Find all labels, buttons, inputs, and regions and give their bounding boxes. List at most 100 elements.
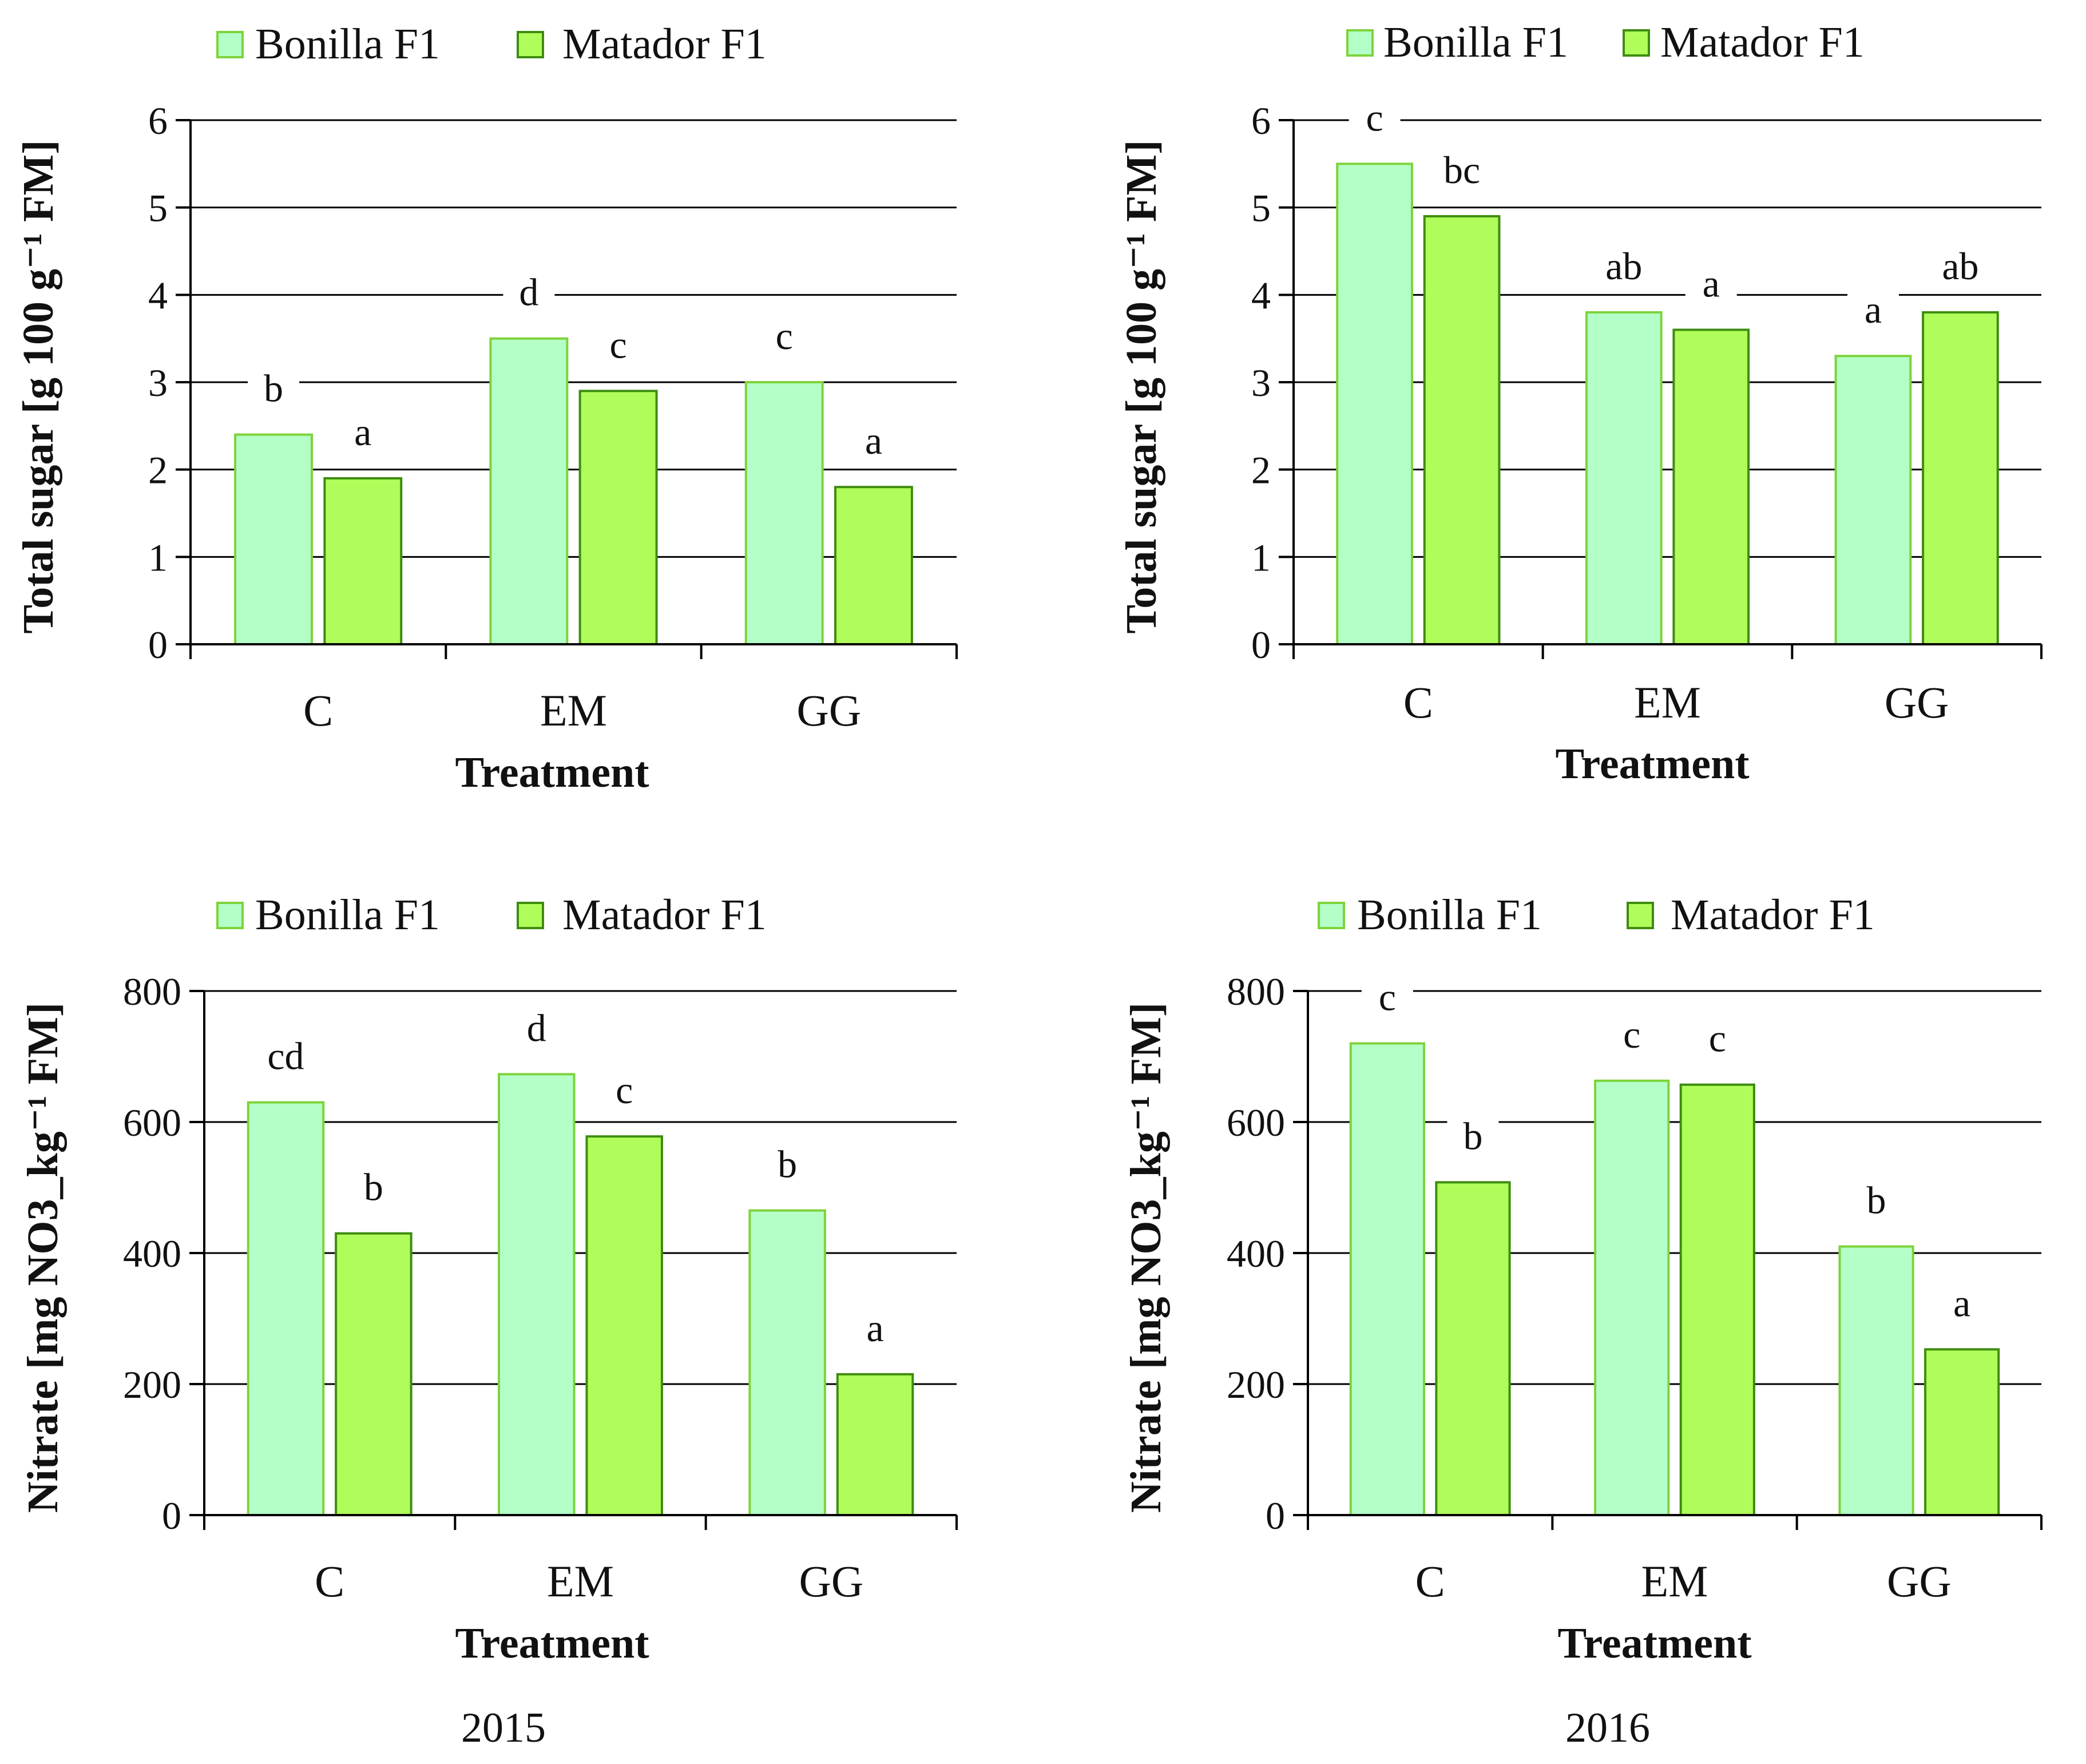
x-tick-label-em: EM bbox=[540, 685, 607, 735]
y-tick-label: 3 bbox=[1251, 361, 1271, 405]
label-background bbox=[1425, 149, 1500, 195]
label-background bbox=[347, 1167, 399, 1212]
bar-bonilla-c bbox=[247, 1101, 325, 1516]
significance-label: c bbox=[1379, 976, 1396, 1019]
legend-swatch-bonilla bbox=[1346, 29, 1374, 57]
label-background bbox=[510, 1008, 562, 1053]
y-tick-label: 800 bbox=[123, 970, 181, 1013]
bar-bonilla-gg bbox=[744, 381, 824, 645]
bar-matador-c bbox=[1423, 215, 1501, 645]
significance-label: a bbox=[1953, 1281, 1970, 1325]
x-tick-label-gg: GG bbox=[799, 1556, 863, 1606]
y-tick-label: 600 bbox=[1227, 1101, 1285, 1144]
legend-label-bonilla: Bonilla F1 bbox=[1357, 891, 1542, 939]
significance-label: ab bbox=[1605, 244, 1642, 288]
label-background bbox=[1923, 245, 1998, 291]
chart-top-right: c bc ab a a ab 0 1 2 3 4 5 6 C EM GG Treatment Total suga… bbox=[1117, 18, 2043, 788]
x-tick-label-gg: GG bbox=[796, 685, 861, 735]
legend-label-matador: Matador F1 bbox=[562, 20, 767, 68]
x-tick-label-c: C bbox=[303, 685, 333, 735]
y-tick-label: 2 bbox=[1251, 449, 1271, 492]
legend-label-matador: Matador F1 bbox=[562, 891, 767, 939]
bar-matador-gg bbox=[1922, 311, 1999, 645]
significance-label: b bbox=[264, 367, 283, 410]
significance-label: cd bbox=[267, 1034, 304, 1078]
legend-label-bonilla: Bonilla F1 bbox=[255, 891, 440, 939]
y-axis-title: Total sugar [g 100 g⁻¹ FM] bbox=[1117, 140, 1165, 633]
significance-label: c bbox=[616, 1068, 633, 1112]
bar-bonilla-em bbox=[489, 337, 569, 645]
label-background bbox=[1685, 263, 1737, 308]
legend-label-matador: Matador F1 bbox=[1660, 18, 1865, 66]
x-tick-label-c: C bbox=[1415, 1556, 1445, 1606]
legend-swatch-matador bbox=[517, 902, 544, 929]
x-tick-label-gg: GG bbox=[1885, 677, 1949, 727]
legend-label-bonilla: Bonilla F1 bbox=[1383, 18, 1568, 66]
legend-swatch-matador bbox=[1623, 29, 1650, 57]
y-tick-label: 4 bbox=[1251, 273, 1271, 317]
significance-label: d bbox=[519, 271, 538, 314]
bar-bonilla-gg bbox=[1834, 355, 1912, 645]
y-tick-label: 400 bbox=[1227, 1232, 1285, 1275]
x-axis-title: Treatment bbox=[455, 1619, 649, 1667]
label-background bbox=[248, 368, 300, 413]
significance-label: b bbox=[1463, 1114, 1482, 1157]
year-label-2015: 2015 bbox=[461, 1704, 546, 1751]
significance-label: ab bbox=[1942, 244, 1978, 288]
year-label-2016: 2016 bbox=[1565, 1704, 1650, 1751]
y-tick-label: 0 bbox=[1251, 623, 1271, 667]
y-tick-label: 400 bbox=[123, 1232, 181, 1275]
y-tick-label: 5 bbox=[1251, 187, 1271, 230]
x-tick-label-em: EM bbox=[1641, 1556, 1708, 1606]
bar-matador-em bbox=[1679, 1083, 1755, 1516]
legend-swatch-bonilla bbox=[216, 902, 244, 929]
label-background bbox=[1936, 1283, 1988, 1328]
x-axis-title: Treatment bbox=[455, 748, 649, 796]
bar-bonilla-c bbox=[1336, 162, 1413, 646]
significance-label: a bbox=[354, 410, 371, 454]
bar-bonilla-gg bbox=[1838, 1245, 1914, 1517]
x-tick-label-c: C bbox=[315, 1556, 344, 1606]
bar-bonilla-em bbox=[498, 1073, 576, 1517]
legend-label-bonilla: Bonilla F1 bbox=[255, 20, 440, 68]
y-tick-label: 5 bbox=[148, 187, 168, 230]
bar-bonilla-em bbox=[1594, 1079, 1670, 1516]
significance-label: b bbox=[364, 1166, 383, 1209]
significance-label: bc bbox=[1443, 148, 1480, 192]
legend-swatch-matador bbox=[517, 31, 544, 58]
x-tick-label-em: EM bbox=[547, 1556, 614, 1606]
label-background bbox=[1349, 97, 1401, 142]
label-background bbox=[598, 1070, 651, 1115]
label-background bbox=[248, 1036, 323, 1081]
chart-bottom-right: c b c c b a 0 200 400 600 800 C EM GG Treatment Nitrate… bbox=[1122, 891, 2043, 1667]
significance-label: c bbox=[776, 314, 793, 358]
y-tick-label: 3 bbox=[148, 361, 168, 405]
label-background bbox=[1587, 245, 1661, 291]
chart-bottom-left: cd b d c b a 0 200 400 600 800 C EM GG Treatment Nitrat… bbox=[19, 891, 958, 1667]
y-tick-label: 0 bbox=[148, 623, 168, 667]
legend-swatch-matador bbox=[1627, 902, 1654, 929]
bar-matador-em bbox=[1672, 328, 1750, 645]
label-background bbox=[847, 421, 899, 466]
y-tick-label: 6 bbox=[1251, 99, 1271, 142]
significance-label: a bbox=[866, 1306, 883, 1350]
label-background bbox=[758, 316, 810, 360]
bar-matador-c bbox=[1435, 1181, 1511, 1517]
y-axis-title: Total sugar [g 100 g⁻¹ FM] bbox=[14, 140, 62, 633]
significance-label: c bbox=[1623, 1013, 1640, 1056]
y-tick-label: 600 bbox=[123, 1101, 181, 1144]
bar-bonilla-c bbox=[234, 433, 314, 645]
bar-matador-c bbox=[323, 477, 403, 646]
legend-swatch-bonilla bbox=[1318, 902, 1345, 929]
y-tick-label: 800 bbox=[1227, 970, 1285, 1013]
bar-matador-gg bbox=[1924, 1348, 2000, 1516]
x-tick-label-gg: GG bbox=[1887, 1556, 1952, 1606]
significance-label: a bbox=[865, 419, 882, 462]
label-background bbox=[849, 1307, 901, 1353]
significance-label: a bbox=[1703, 261, 1720, 305]
bar-bonilla-c bbox=[1349, 1042, 1425, 1516]
y-tick-label: 1 bbox=[148, 536, 168, 579]
x-axis-title: Treatment bbox=[1557, 1619, 1751, 1667]
significance-label: a bbox=[1865, 288, 1882, 331]
label-background bbox=[1847, 290, 1899, 335]
